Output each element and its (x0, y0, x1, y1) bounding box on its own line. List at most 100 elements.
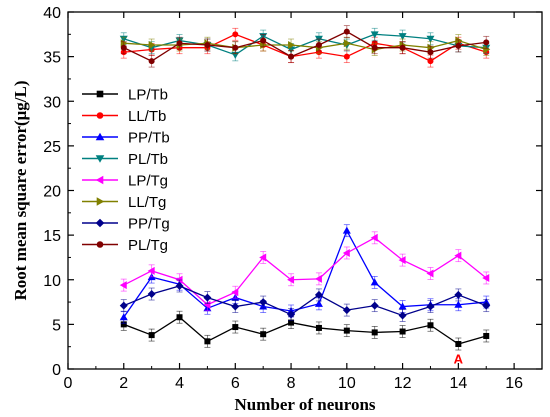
data-point (370, 301, 379, 310)
data-point (370, 278, 379, 286)
x-tick-label: 4 (175, 375, 184, 392)
data-point (343, 327, 350, 334)
data-point (427, 49, 434, 56)
series-pp-tb (119, 224, 491, 324)
data-point (342, 306, 351, 315)
y-tick-label: 25 (43, 139, 61, 156)
y-tick-label: 35 (43, 50, 61, 67)
data-point (371, 44, 378, 51)
y-tick-label: 10 (43, 273, 61, 290)
data-point (314, 290, 323, 299)
data-point (204, 338, 211, 345)
data-point (314, 299, 323, 307)
data-point (232, 31, 239, 38)
x-tick-label: 14 (449, 375, 467, 392)
data-point (398, 311, 407, 320)
legend-label: LP/Tb (128, 87, 168, 104)
annotation-label: A (454, 351, 464, 366)
data-point (147, 266, 155, 275)
data-point (288, 319, 295, 326)
data-point (203, 293, 212, 302)
data-point (342, 248, 350, 257)
y-tick-label: 5 (52, 317, 61, 334)
x-tick-label: 10 (338, 375, 356, 392)
x-tick-label: 8 (287, 375, 296, 392)
legend-marker (95, 218, 105, 228)
legend-label: LL/Tb (128, 108, 166, 125)
data-point (483, 45, 491, 54)
data-point (119, 301, 128, 310)
legend-label: PP/Tb (128, 130, 170, 147)
data-point (455, 36, 463, 45)
data-point (343, 53, 350, 60)
data-point (147, 290, 156, 299)
data-point (398, 302, 407, 310)
data-point (119, 281, 127, 290)
x-axis-title: Number of neurons (234, 395, 375, 414)
series-line-ll-tb (123, 33, 487, 62)
legend-label: LP/Tg (128, 173, 168, 190)
axes: 0 2 4 6 8 10 12 14 16 0 5 10 15 20 25 30 35 40 (43, 5, 543, 392)
data-point (398, 256, 406, 265)
x-tick-label: 6 (231, 375, 240, 392)
y-tick-label: 30 (43, 94, 61, 111)
data-point (482, 301, 491, 310)
legend-item-lp-tb: LP/Tb (82, 87, 168, 104)
y-tick-label: 40 (43, 5, 61, 22)
series-line-ll-tg (123, 39, 487, 51)
data-point (120, 321, 127, 328)
annotations: A (454, 351, 464, 366)
plot-frame (67, 11, 543, 370)
data-point (260, 331, 267, 338)
legend-marker (96, 90, 104, 98)
data-point (342, 226, 351, 234)
series-lp-tb (120, 310, 490, 351)
data-point (288, 53, 295, 60)
data-point (455, 341, 462, 348)
legend-marker (95, 155, 105, 163)
series-line-pl-tb (123, 33, 487, 56)
series-line-lp-tb (123, 316, 487, 345)
data-point (371, 329, 378, 336)
data-point (120, 44, 127, 51)
data-point (148, 58, 155, 65)
data-point (455, 42, 462, 49)
data-point (287, 275, 295, 284)
legend-label: LL/Tg (128, 194, 166, 211)
data-point (176, 314, 183, 321)
data-point (231, 288, 239, 297)
series-line-lp-tg (123, 237, 487, 306)
series-lp-tg (119, 231, 490, 312)
legend-marker (95, 175, 104, 185)
data-point (370, 233, 378, 242)
data-point (175, 281, 184, 290)
y-axis-title: Root mean square error(μg/L) (11, 80, 30, 300)
legend-label: PL/Tb (128, 151, 168, 168)
data-point (231, 302, 240, 311)
data-point (232, 324, 239, 331)
data-point (315, 42, 322, 49)
legend-item-ll-tg: LL/Tg (82, 194, 166, 211)
legend-marker (95, 132, 105, 141)
data-point (176, 40, 183, 47)
series-layer (119, 25, 491, 351)
data-point (260, 37, 267, 44)
data-point (454, 290, 463, 299)
data-point (203, 300, 211, 309)
series-line-pl-tg (123, 30, 487, 62)
legend-marker (96, 112, 104, 119)
data-point (426, 35, 435, 43)
legend-item-lp-tg: LP/Tg (82, 173, 168, 190)
data-point (482, 273, 490, 282)
x-tick-label: 12 (394, 375, 412, 392)
data-point (399, 44, 406, 51)
series-pl-tg (120, 25, 490, 68)
data-point (232, 44, 239, 51)
data-point (398, 33, 407, 41)
legend-label: PP/Tg (128, 216, 170, 233)
data-point (454, 300, 463, 308)
y-tick-label: 0 (52, 362, 61, 379)
data-point (315, 324, 322, 331)
data-point (426, 302, 435, 311)
